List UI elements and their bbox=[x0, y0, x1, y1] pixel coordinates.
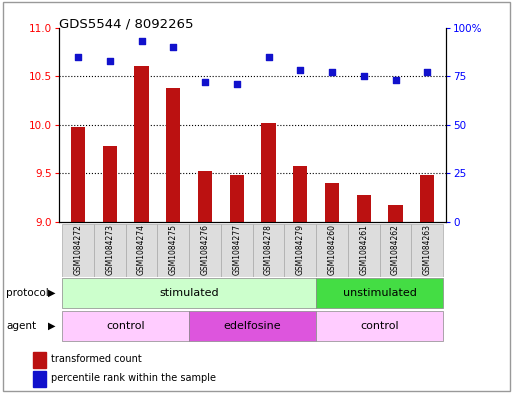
Text: GDS5544 / 8092265: GDS5544 / 8092265 bbox=[59, 18, 193, 31]
Bar bbox=[157, 224, 189, 277]
Bar bbox=[284, 224, 316, 277]
Bar bbox=[198, 171, 212, 222]
Bar bbox=[380, 224, 411, 277]
Bar bbox=[33, 371, 46, 387]
Point bbox=[233, 81, 241, 87]
Point bbox=[423, 69, 431, 75]
Bar bbox=[230, 175, 244, 222]
Bar bbox=[388, 204, 403, 222]
Text: GSM1084261: GSM1084261 bbox=[359, 224, 368, 275]
Bar bbox=[357, 195, 371, 222]
Text: ▶: ▶ bbox=[48, 321, 55, 331]
Point bbox=[264, 53, 272, 60]
Bar bbox=[62, 224, 94, 277]
Text: GSM1084262: GSM1084262 bbox=[391, 224, 400, 275]
Bar bbox=[411, 224, 443, 277]
Bar bbox=[316, 278, 443, 308]
Bar bbox=[103, 146, 117, 222]
Point bbox=[201, 79, 209, 85]
Text: GSM1084273: GSM1084273 bbox=[105, 224, 114, 275]
Bar bbox=[71, 127, 85, 222]
Bar bbox=[189, 224, 221, 277]
Bar bbox=[134, 66, 149, 222]
Point bbox=[106, 57, 114, 64]
Point bbox=[296, 67, 304, 73]
Text: GSM1084260: GSM1084260 bbox=[327, 224, 337, 275]
Text: edelfosine: edelfosine bbox=[224, 321, 282, 331]
Point bbox=[137, 38, 146, 44]
Text: GSM1084272: GSM1084272 bbox=[73, 224, 83, 275]
Bar bbox=[62, 311, 189, 341]
Bar bbox=[420, 175, 435, 222]
Point bbox=[328, 69, 336, 75]
Text: protocol: protocol bbox=[6, 288, 49, 298]
Point bbox=[391, 77, 400, 83]
Bar bbox=[33, 352, 46, 367]
Point bbox=[74, 53, 82, 60]
Text: GSM1084279: GSM1084279 bbox=[296, 224, 305, 275]
Text: GSM1084276: GSM1084276 bbox=[201, 224, 209, 275]
Point bbox=[169, 44, 177, 50]
Bar bbox=[126, 224, 157, 277]
Bar bbox=[221, 224, 253, 277]
Bar bbox=[253, 224, 284, 277]
Text: GSM1084274: GSM1084274 bbox=[137, 224, 146, 275]
Bar bbox=[293, 165, 307, 222]
Text: ▶: ▶ bbox=[48, 288, 55, 298]
Bar bbox=[316, 224, 348, 277]
Bar bbox=[189, 311, 316, 341]
Bar bbox=[316, 311, 443, 341]
Bar bbox=[62, 278, 316, 308]
Text: unstimulated: unstimulated bbox=[343, 288, 417, 298]
Text: control: control bbox=[360, 321, 399, 331]
Text: GSM1084263: GSM1084263 bbox=[423, 224, 432, 275]
Text: stimulated: stimulated bbox=[160, 288, 219, 298]
Text: GSM1084278: GSM1084278 bbox=[264, 224, 273, 275]
Point bbox=[360, 73, 368, 79]
Text: GSM1084277: GSM1084277 bbox=[232, 224, 241, 275]
Text: GSM1084275: GSM1084275 bbox=[169, 224, 178, 275]
Bar bbox=[166, 88, 181, 222]
Bar bbox=[325, 183, 339, 222]
Bar bbox=[94, 224, 126, 277]
Bar bbox=[348, 224, 380, 277]
Bar bbox=[262, 123, 275, 222]
Text: transformed count: transformed count bbox=[51, 354, 142, 364]
Text: agent: agent bbox=[6, 321, 36, 331]
Text: percentile rank within the sample: percentile rank within the sample bbox=[51, 373, 216, 384]
Text: control: control bbox=[106, 321, 145, 331]
